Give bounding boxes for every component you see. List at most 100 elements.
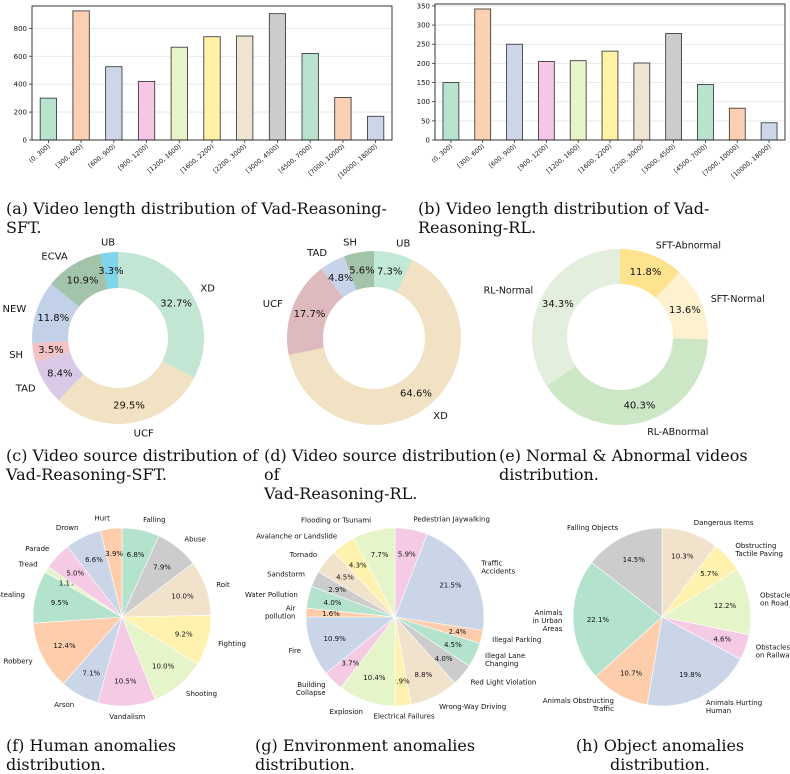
slice-label-pedestrian-jaywalking: Pedestrian Jaywalking <box>413 515 490 523</box>
bar-600-900 <box>105 66 123 141</box>
slice-label-water-pollution: Water Pollution <box>245 591 298 599</box>
y-tick-label: 0 <box>426 137 430 145</box>
slice-label-building-collapse: Building Collapse <box>296 681 326 697</box>
panel-e: 11.8% SFT-Abnormal 13.6% SFT-Normal 40.3% RL-… <box>484 225 790 485</box>
bar-4500-7000 <box>697 84 714 141</box>
y-tick-label: 50 <box>421 117 430 125</box>
slice-falling-objects <box>591 527 663 618</box>
slice-label-fighting: Fighting <box>218 640 246 648</box>
x-tick-label: [600, 900) <box>87 143 117 170</box>
bar-1200-1600 <box>170 46 188 141</box>
slice-pct-label: 1.6% <box>322 610 340 618</box>
slice-label-illegal-lane-changing: Illegal Lane Changing <box>485 652 525 668</box>
slice-rl-normal <box>532 249 620 386</box>
bar-0-300 <box>442 82 460 141</box>
y-tick-label: 200 <box>417 60 430 68</box>
slice-pct-label: 34.3% <box>542 299 574 310</box>
caption-d-line1: (d) Video source distribution of <box>264 446 497 484</box>
pie-group: 5.9% Pedestrian Jaywalking 21.5% Traffic Acc… <box>245 515 541 720</box>
slice-pct-label: 10.0% <box>171 593 194 601</box>
x-tick-label: [1200, 1600) <box>147 143 183 175</box>
x-tick-label: [3000, 4500) <box>245 143 281 175</box>
y-tick-label: 800 <box>14 25 27 33</box>
pie-group: 32.7% XD 29.5% UCF 8.4% TAD 3.5% SH 11.8% NEW 10.9… <box>3 238 216 440</box>
slice-label-explosion: Explosion <box>329 708 363 716</box>
slice-pct-label: 2.9% <box>392 677 410 685</box>
donut-chart-rl-source: 7.3% UB 64.6% XD 17.7% UCF 4.8% TAD 5.6% SH <box>263 238 461 425</box>
x-tick-label: [900, 1200) <box>117 143 150 172</box>
slice-pct-label: 7.9% <box>153 563 171 571</box>
plot-area: 0 200 400 600 800 (0, 300) [300, 600) [600, 900… <box>14 5 393 180</box>
slice-pct-label: 22.1% <box>587 616 610 624</box>
x-tick-label: [2200, 3000) <box>609 143 645 175</box>
slice-label-roit: Roit <box>216 581 230 589</box>
slice-pct-label: 7.1% <box>82 670 100 678</box>
slice-pct-label: 7.7% <box>371 551 389 559</box>
slice-pct-label: 19.8% <box>679 671 702 679</box>
bar-900-1200 <box>137 80 156 141</box>
bar-10000-18000 <box>760 122 778 141</box>
axes-frame <box>434 3 786 141</box>
bar-3000-4500 <box>268 13 287 141</box>
caption-f-line1: (f) Human anomalies <box>6 736 176 755</box>
slice-label-stealing: Stealing <box>0 591 25 599</box>
slice-pct-label: 3.9% <box>105 550 123 558</box>
slice-label-rl-abnormal: RL-ABnormal <box>647 427 708 438</box>
caption-h: (h) Object anomalies distribution. <box>530 736 790 774</box>
slice-label-electrical-failures: Electrical Failures <box>374 713 435 721</box>
slice-pct-label: 10.3% <box>671 553 694 561</box>
slice-label-illegal-parking: Illegal Parking <box>492 636 541 644</box>
pie-chart-environment-anomalies: 5.9% Pedestrian Jaywalking 21.5% Traffic Acc… <box>245 515 541 720</box>
x-tick-label: [600, 900) <box>488 143 518 170</box>
caption-b: (b) Video length distribution of Vad-Rea… <box>418 199 710 237</box>
slice-label-ub: UB <box>396 239 410 250</box>
pie-group: 10.3% Dangerous Items 5.7% Obstructing Tacti… <box>533 519 790 715</box>
slice-animals-in-urban-areas <box>572 562 663 677</box>
panel-g: 5.9% Pedestrian Jaywalking 21.5% Traffic Acc… <box>245 510 541 774</box>
x-tick-label: [1200, 1600) <box>546 143 582 175</box>
slice-pct-label: 13.6% <box>669 305 701 316</box>
slice-label-tad: TAD <box>15 383 36 394</box>
slice-pct-label: 9.2% <box>175 631 193 639</box>
slice-label-rl-normal: RL-Normal <box>484 286 534 297</box>
slice-label-traffic-accidents: Traffic Accidents <box>480 559 515 575</box>
caption-d-line2: Vad-Reasoning-RL. <box>264 484 418 503</box>
slice-xd <box>288 259 461 425</box>
slice-label-sft-normal: SFT-Normal <box>711 294 765 305</box>
slice-pct-label: 6.8% <box>127 551 145 559</box>
slice-pct-label: 5.6% <box>349 266 374 277</box>
caption-c: (c) Video source distribution of Vad-Rea… <box>6 446 260 484</box>
y-tick-label: 400 <box>14 81 27 89</box>
pie-chart-object-anomalies: 10.3% Dangerous Items 5.7% Obstructing Tacti… <box>533 519 790 715</box>
slice-animals-hurting-human <box>646 616 741 707</box>
caption-g: (g) Environment anomalies distribution. <box>255 736 540 774</box>
slice-pct-label: 29.5% <box>113 401 145 412</box>
slice-label-ucf: UCF <box>263 299 283 310</box>
bar-1600-2200 <box>601 50 619 141</box>
slice-pct-label: 8.4% <box>47 369 72 380</box>
slice-label-obstacles-on-railway: Obstacles on Railway <box>756 643 790 659</box>
slice-label-air-pollution: Air pollution <box>265 604 296 620</box>
slice-pct-label: 12.4% <box>53 642 76 650</box>
slice-label-tad: TAD <box>306 248 327 259</box>
y-tick-label: 150 <box>417 79 430 87</box>
bar-7000-10000 <box>334 97 352 141</box>
y-tick-label: 0 <box>23 137 27 145</box>
slice-flooding-or-tsunami <box>353 527 396 618</box>
slice-pct-label: 17.7% <box>294 309 326 320</box>
slice-label-abuse: Abuse <box>184 536 206 544</box>
slice-pct-label: 9.5% <box>51 599 69 607</box>
bar-7000-10000 <box>728 107 746 141</box>
pie-group: 11.8% SFT-Abnormal 13.6% SFT-Normal 40.3% RL-… <box>484 240 765 438</box>
slice-sh <box>32 341 70 362</box>
caption-c-line1: (c) Video source distribution of <box>6 446 259 465</box>
slice-pct-label: 10.9% <box>67 276 99 287</box>
x-tick-label: (0, 300) <box>431 143 455 164</box>
slice-tad <box>35 351 84 401</box>
slice-label-vandalism: Vandalism <box>109 713 145 721</box>
caption-h-line2: distribution. <box>610 755 710 774</box>
x-tick-label: (0, 300) <box>28 143 52 164</box>
slice-sh <box>344 251 374 291</box>
